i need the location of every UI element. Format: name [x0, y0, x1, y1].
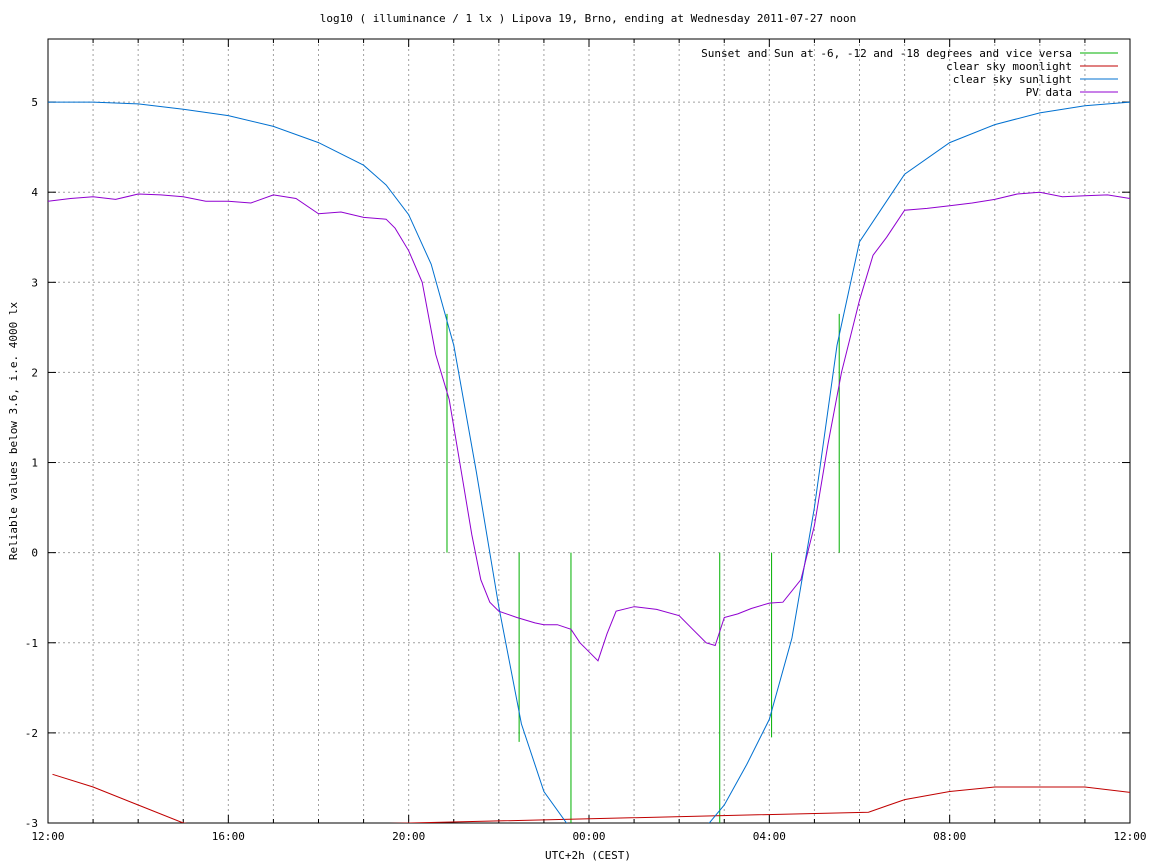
- y-axis-label: Reliable values below 3.6, i.e. 4000 lx: [7, 301, 20, 560]
- series-line: [52, 773, 1130, 823]
- x-tick-label: 12:00: [31, 830, 64, 843]
- legend: Sunset and Sun at -6, -12 and -18 degree…: [701, 47, 1118, 99]
- y-tick-label: 5: [31, 96, 38, 109]
- x-tick-label: 20:00: [392, 830, 425, 843]
- series-pv-data: [48, 191, 1130, 662]
- y-tick-label: 0: [31, 547, 38, 560]
- series-clear-sky-moonlight: [52, 773, 1130, 823]
- x-tick-label: 08:00: [933, 830, 966, 843]
- series-line: [48, 101, 1130, 823]
- y-tick-label: -3: [25, 817, 38, 830]
- series-sunset-and-sun-at-6-12-and-18-degrees-and-vice-versa: [446, 313, 840, 823]
- y-tick-label: -1: [25, 637, 38, 650]
- x-tick-label: 04:00: [753, 830, 786, 843]
- x-tick-label: 16:00: [212, 830, 245, 843]
- y-tick-label: 1: [31, 457, 38, 470]
- y-tick-label: -2: [25, 727, 38, 740]
- x-axis-label: UTC+2h (CEST): [545, 849, 631, 862]
- chart-title: log10 ( illuminance / 1 lx ) Lipova 19, …: [320, 12, 856, 25]
- legend-label: Sunset and Sun at -6, -12 and -18 degree…: [701, 47, 1072, 60]
- series-clear-sky-sunlight: [48, 101, 1130, 823]
- plot-frame: [47, 38, 1131, 824]
- series-layer: [48, 101, 1130, 823]
- y-tick-label: 4: [31, 186, 38, 199]
- y-tick-label: 3: [31, 276, 38, 289]
- y-tick-label: 2: [31, 366, 38, 379]
- grid-layer: [48, 39, 1130, 823]
- x-tick-label: 00:00: [572, 830, 605, 843]
- legend-label: clear sky moonlight: [946, 60, 1072, 73]
- series-line: [48, 191, 1130, 662]
- legend-label: clear sky sunlight: [953, 73, 1072, 86]
- x-tick-label: 12:00: [1113, 830, 1146, 843]
- legend-label: PV data: [1026, 86, 1072, 99]
